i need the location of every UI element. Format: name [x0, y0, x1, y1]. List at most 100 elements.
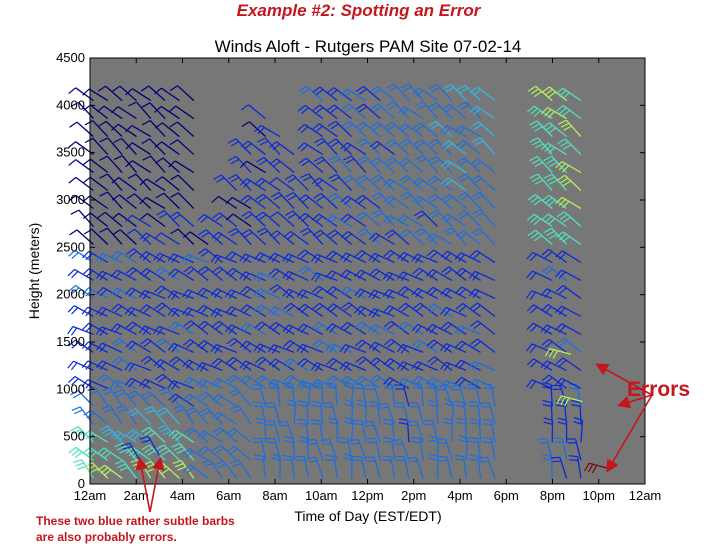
- wind-barb: [210, 377, 238, 389]
- y-tick-label: 1500: [56, 334, 85, 349]
- wind-barb: [412, 122, 438, 138]
- wind-barb: [226, 445, 252, 461]
- wind-barb: [470, 418, 482, 443]
- wind-barb: [383, 338, 410, 353]
- wind-barb: [455, 267, 481, 282]
- wind-barb: [443, 227, 467, 245]
- wind-barb: [413, 210, 439, 227]
- wind-barb: [414, 155, 439, 173]
- wind-barb: [412, 87, 438, 102]
- y-tick-label: 500: [63, 429, 85, 444]
- wind-barb: [297, 142, 324, 156]
- wind-barb: [440, 160, 467, 174]
- wind-barb: [383, 358, 410, 371]
- wind-barb: [201, 459, 224, 479]
- wind-barb: [269, 211, 295, 227]
- wind-barb: [139, 251, 166, 264]
- x-tick-label: 12pm: [351, 488, 384, 503]
- wind-barb: [156, 210, 180, 227]
- wind-barb: [225, 213, 252, 228]
- wind-barb: [454, 340, 481, 353]
- wind-barb: [339, 252, 367, 264]
- plot-area: [90, 58, 645, 484]
- wind-barb: [99, 137, 123, 155]
- wind-barb: [115, 405, 138, 425]
- wind-barb: [96, 360, 123, 371]
- wind-barb: [352, 455, 367, 479]
- wind-barb: [111, 176, 137, 192]
- wind-barb: [254, 124, 281, 138]
- wind-barb: [297, 418, 310, 443]
- wind-barb: [555, 104, 582, 120]
- wind-barb: [211, 357, 238, 371]
- wind-barb: [427, 175, 453, 192]
- wind-barb: [468, 378, 496, 389]
- wind-barb: [397, 361, 424, 371]
- wind-barb: [408, 402, 424, 425]
- wind-barb: [326, 357, 352, 371]
- wind-barb: [340, 230, 367, 246]
- wind-barb: [295, 455, 310, 479]
- wind-barb: [124, 287, 152, 300]
- wind-barb: [282, 253, 309, 264]
- wind-barb: [527, 229, 553, 245]
- wind-barb: [71, 406, 94, 425]
- wind-barb: [326, 104, 352, 120]
- wind-barb: [154, 373, 180, 389]
- wind-barb: [182, 376, 209, 389]
- wind-barb: [110, 269, 137, 282]
- wind-barb: [480, 402, 496, 425]
- wind-barb: [455, 302, 481, 317]
- wind-barb: [312, 86, 338, 102]
- wind-barb: [154, 87, 180, 102]
- wind-barb: [266, 437, 281, 461]
- wind-barb: [382, 418, 396, 443]
- wind-barb: [469, 105, 496, 120]
- wind-barb: [141, 138, 166, 156]
- wind-barb: [172, 459, 195, 479]
- note-text: These two blue rather subtle barbs are a…: [36, 513, 336, 545]
- wind-barb: [196, 340, 223, 353]
- y-tick-label: 2500: [56, 239, 85, 254]
- wind-barb: [454, 359, 481, 371]
- wind-barb: [355, 194, 381, 210]
- wind-barb: [185, 407, 209, 425]
- wind-barb: [310, 419, 324, 443]
- wind-barb: [435, 385, 453, 407]
- wind-barb: [182, 393, 209, 407]
- wind-barb: [394, 402, 410, 425]
- wind-barb: [96, 342, 123, 354]
- wind-barb: [269, 177, 295, 192]
- wind-barb: [169, 85, 195, 102]
- wind-barb: [254, 321, 281, 335]
- x-tick-label: 4am: [170, 488, 195, 503]
- wind-barb: [210, 343, 238, 354]
- wind-barb: [399, 138, 424, 156]
- wind-barb: [397, 251, 424, 264]
- wind-barb: [84, 120, 109, 138]
- wind-barb: [268, 378, 295, 389]
- wind-barb: [368, 232, 395, 246]
- wind-barb: [370, 121, 395, 138]
- wind-barb: [255, 156, 281, 174]
- wind-barb: [239, 322, 266, 335]
- wind-barb: [312, 123, 338, 138]
- wind-barb: [101, 387, 123, 407]
- wind-barb: [310, 362, 338, 372]
- wind-barb: [306, 438, 324, 461]
- wind-barb: [443, 83, 467, 102]
- chart-title: Winds Aloft - Rutgers PAM Site 07-02-14: [215, 37, 522, 56]
- wind-barb: [139, 196, 166, 210]
- wind-barb: [397, 377, 424, 389]
- wind-barb: [455, 140, 481, 156]
- wind-barb: [99, 227, 123, 245]
- wind-barb: [168, 429, 195, 443]
- wind-barb: [98, 120, 123, 138]
- errors-label: Errors: [627, 378, 691, 401]
- wind-barb: [426, 232, 453, 246]
- wind-barb: [197, 248, 223, 263]
- wind-barb: [69, 121, 94, 138]
- wind-barb: [183, 320, 209, 335]
- wind-barb: [425, 323, 453, 336]
- error-barb: [544, 347, 572, 359]
